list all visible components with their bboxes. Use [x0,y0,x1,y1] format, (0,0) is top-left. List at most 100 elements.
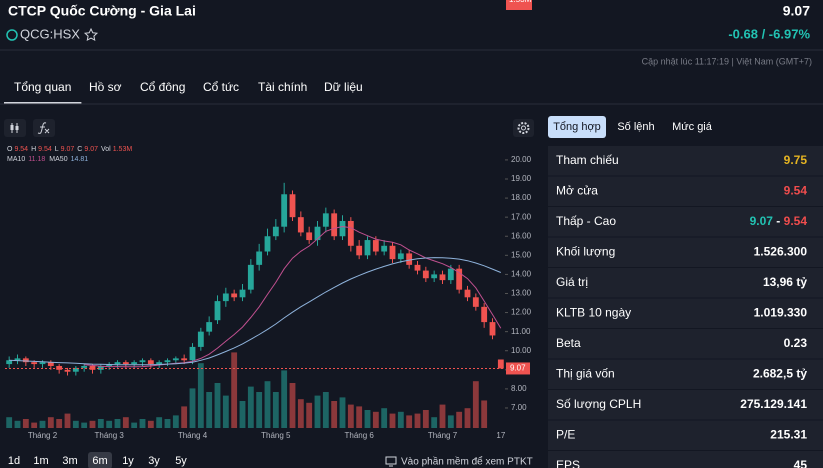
candle-body [281,194,288,227]
volume-bar [106,420,113,428]
candle-body [56,365,63,370]
x-tick-label: Tháng 2 [28,431,58,440]
watchlist-star[interactable] [83,27,99,42]
candle-body [197,331,204,347]
period-selector: 1d 1m 3m 6m 1y 3y 5y [8,452,187,468]
stat-value-part: 9.54 [784,214,808,228]
side-tab-active [548,116,606,138]
legend-value: 9.07 [61,146,75,153]
volume-bar [264,381,271,428]
y-tick-label: 13.00 [511,289,532,298]
stat-label: Beta [556,336,581,350]
side-tab[interactable]: Số lệnh [617,121,654,133]
tab[interactable]: Tổng quan [14,80,71,94]
stat-row [548,420,823,450]
legend-value: 1.53M [113,146,133,153]
stat-value: 1.526.300 [754,245,808,259]
tab[interactable]: Cổ đông [140,80,185,94]
volume-bar [14,420,21,428]
candle-body [122,362,129,365]
indicator-button[interactable] [33,119,55,137]
stat-row [548,237,823,267]
volume-bar [389,413,396,428]
y-tick-label: 8.00 [511,384,527,393]
volume-bar [397,411,404,428]
tab[interactable]: Tài chính [258,80,307,94]
volume-bar [197,363,204,428]
candle-body [97,365,104,370]
stat-value: 13,96 tỷ [763,275,807,289]
stat-value-text: 9.75 [784,153,808,167]
candle-body [64,369,71,372]
volume-bar [331,401,338,428]
period-button[interactable]: 6m [92,455,107,467]
tab[interactable]: Dữ liệu [324,80,363,94]
candle-body [206,322,213,332]
company-name: CTCP Quốc Cường - Gia Lai [8,3,196,19]
settings-button[interactable] [513,119,534,137]
ptkt-link[interactable]: Vào phần mềm để xem PTKT [401,456,533,468]
candle-body [247,264,254,290]
candle-body [422,270,429,279]
stat-row [548,146,823,176]
y-tick-label: 19.00 [511,174,532,183]
volume-bar [81,422,88,428]
candle-body [364,240,371,256]
tab[interactable]: Cổ tức [203,80,239,94]
ma-legend: MA10 11.18 MA50 14.81 [7,156,88,163]
candle-body [389,245,396,260]
volume-bar [164,419,171,428]
tab[interactable]: Hồ sơ [89,80,122,94]
candle-body [497,359,504,369]
candle-body [47,362,54,366]
price-change: -0.68 / -6.97% [728,26,810,41]
side-tab[interactable]: Tổng hợp [553,121,601,133]
icon [37,122,50,134]
candle-body [147,360,154,365]
candle-body [456,268,463,290]
candle-body [14,358,21,361]
period-button[interactable]: 3m [62,455,77,467]
price-chart: 7.008.009.0010.0011.0012.0013.0014.0015.… [5,0,532,440]
stat-value-text: 2.682,5 tỷ [753,367,807,381]
legend-key: MA50 [49,156,67,163]
period-button[interactable]: 1d [8,455,20,467]
chart-type-button[interactable] [4,119,26,137]
stat-value-text: 0.23 [784,336,808,350]
volume-bar [72,420,79,428]
period-button[interactable]: 1y [122,455,134,467]
legend-key: L [55,146,59,153]
period-button[interactable]: 3y [148,455,160,467]
volume-bar [206,392,213,428]
candle-body [264,236,271,252]
volume-bar [214,383,221,428]
volume-bar [39,420,46,428]
volume-bar [364,410,371,428]
stat-label: Thị giá vốn [556,367,615,381]
stat-label: Số lượng CPLH [556,397,641,411]
legend-key: O [7,146,13,153]
stat-row [548,329,823,359]
period-button[interactable]: 1m [33,455,48,467]
volume-bar [89,420,96,428]
volume-bar [239,401,246,428]
candle-body [472,297,479,307]
stat-row [548,268,823,298]
volume-bar [406,415,413,428]
chart-toolbar [4,119,534,137]
volume-bar [289,383,296,428]
candle-body [6,360,13,365]
candle-body [297,217,304,233]
last-price-tag [506,362,530,375]
side-tab[interactable]: Mức giá [672,121,713,133]
volume-tag-label: 1.53M [509,0,532,4]
candle-body [214,301,221,321]
volume-bar [97,419,104,428]
x-tick-label: Tháng 4 [178,431,208,440]
candle-body [414,264,421,271]
volume-bar [322,392,329,428]
legend-key: C [77,146,82,153]
stat-row [548,176,823,206]
period-button[interactable]: 5y [175,455,187,467]
